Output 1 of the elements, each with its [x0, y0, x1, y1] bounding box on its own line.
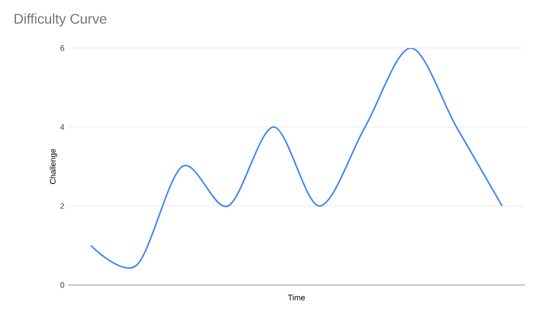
chart-title: Difficulty Curve	[14, 13, 106, 26]
